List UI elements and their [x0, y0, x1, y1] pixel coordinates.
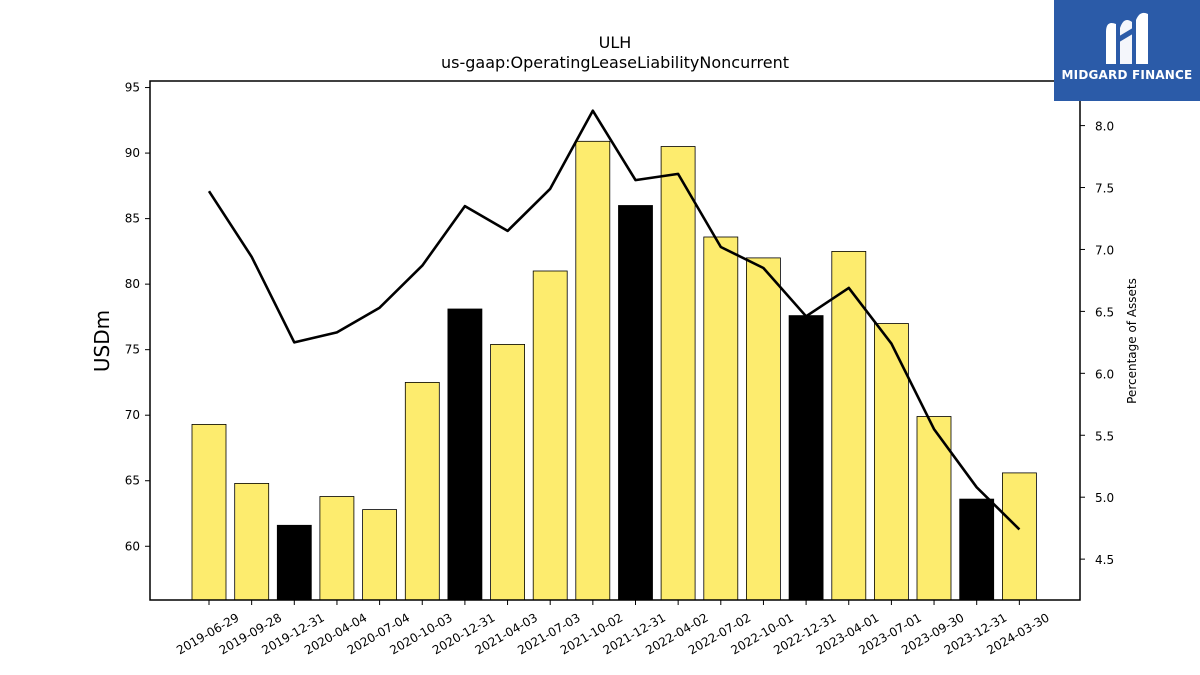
bar-2022-12-31: [788, 315, 824, 601]
right-axis: 4.5 5.0 5.5 6.0 6.5 7.0 7.5 8.0: [1080, 120, 1114, 567]
bar-2020-07-04: [362, 509, 398, 601]
midgard-m-logo-icon: [1106, 12, 1148, 64]
plot-frame: [149, 80, 1081, 601]
y2-tick-label: 6.0: [1095, 367, 1114, 381]
y-tick-label: 90: [125, 146, 140, 160]
bar-2019-12-31: [276, 524, 312, 601]
y2-axis-label: Percentage of Assets: [1125, 278, 1139, 404]
y-tick-label: 60: [125, 539, 140, 553]
bar-2021-07-03: [532, 270, 568, 601]
y2-tick-label: 5.0: [1095, 491, 1114, 505]
bar-2020-04-04: [319, 496, 355, 601]
bar-2022-10-01: [746, 257, 781, 601]
bar-2023-09-30: [916, 416, 952, 601]
y2-tick-label: 8.0: [1095, 120, 1114, 134]
y-tick-label: 70: [125, 408, 140, 422]
y-tick-label: 95: [125, 81, 140, 95]
left-axis: 60 65 70 75 80 85 90 95: [125, 81, 150, 553]
bar-series: [191, 140, 1037, 601]
y2-tick-label: 4.5: [1095, 553, 1114, 567]
bar-2020-10-03: [404, 381, 440, 601]
x-axis: 2019-06-292019-09-282019-12-312020-04-04…: [174, 600, 1052, 657]
bar-2023-07-01: [874, 323, 909, 601]
y2-tick-label: 7.5: [1095, 182, 1114, 196]
bar-2022-04-02: [660, 146, 696, 601]
chart-subtitle: us-gaap:OperatingLeaseLiabilityNoncurren…: [441, 53, 789, 72]
bar-2021-10-02: [575, 140, 611, 601]
bar-2019-06-29: [191, 423, 227, 601]
y-tick-label: 75: [125, 343, 140, 357]
bar-2022-07-02: [703, 236, 739, 601]
y-tick-label: 80: [125, 277, 140, 291]
y2-tick-label: 5.5: [1095, 429, 1114, 443]
bar-2024-03-30: [1002, 472, 1037, 601]
y-tick-label: 65: [125, 474, 140, 488]
bar-2021-12-31: [618, 205, 653, 601]
y-tick-label: 85: [125, 212, 140, 226]
y-axis-label: USDm: [90, 310, 114, 372]
bar-2019-09-28: [234, 482, 270, 601]
percentage-of-assets-line: [207, 109, 1021, 531]
line-series: [207, 109, 1021, 531]
chart-title: ULH: [599, 33, 632, 52]
bar-2021-04-03: [490, 343, 526, 601]
y2-tick-label: 6.5: [1095, 305, 1114, 319]
bar-2023-04-01: [831, 250, 867, 601]
bar-2023-12-31: [959, 498, 995, 601]
bar-2020-12-31: [447, 308, 483, 601]
midgard-finance-logo: MIDGARD FINANCE: [1054, 0, 1200, 101]
logo-text: MIDGARD FINANCE: [1061, 68, 1193, 82]
y2-tick-label: 7.0: [1095, 243, 1114, 257]
